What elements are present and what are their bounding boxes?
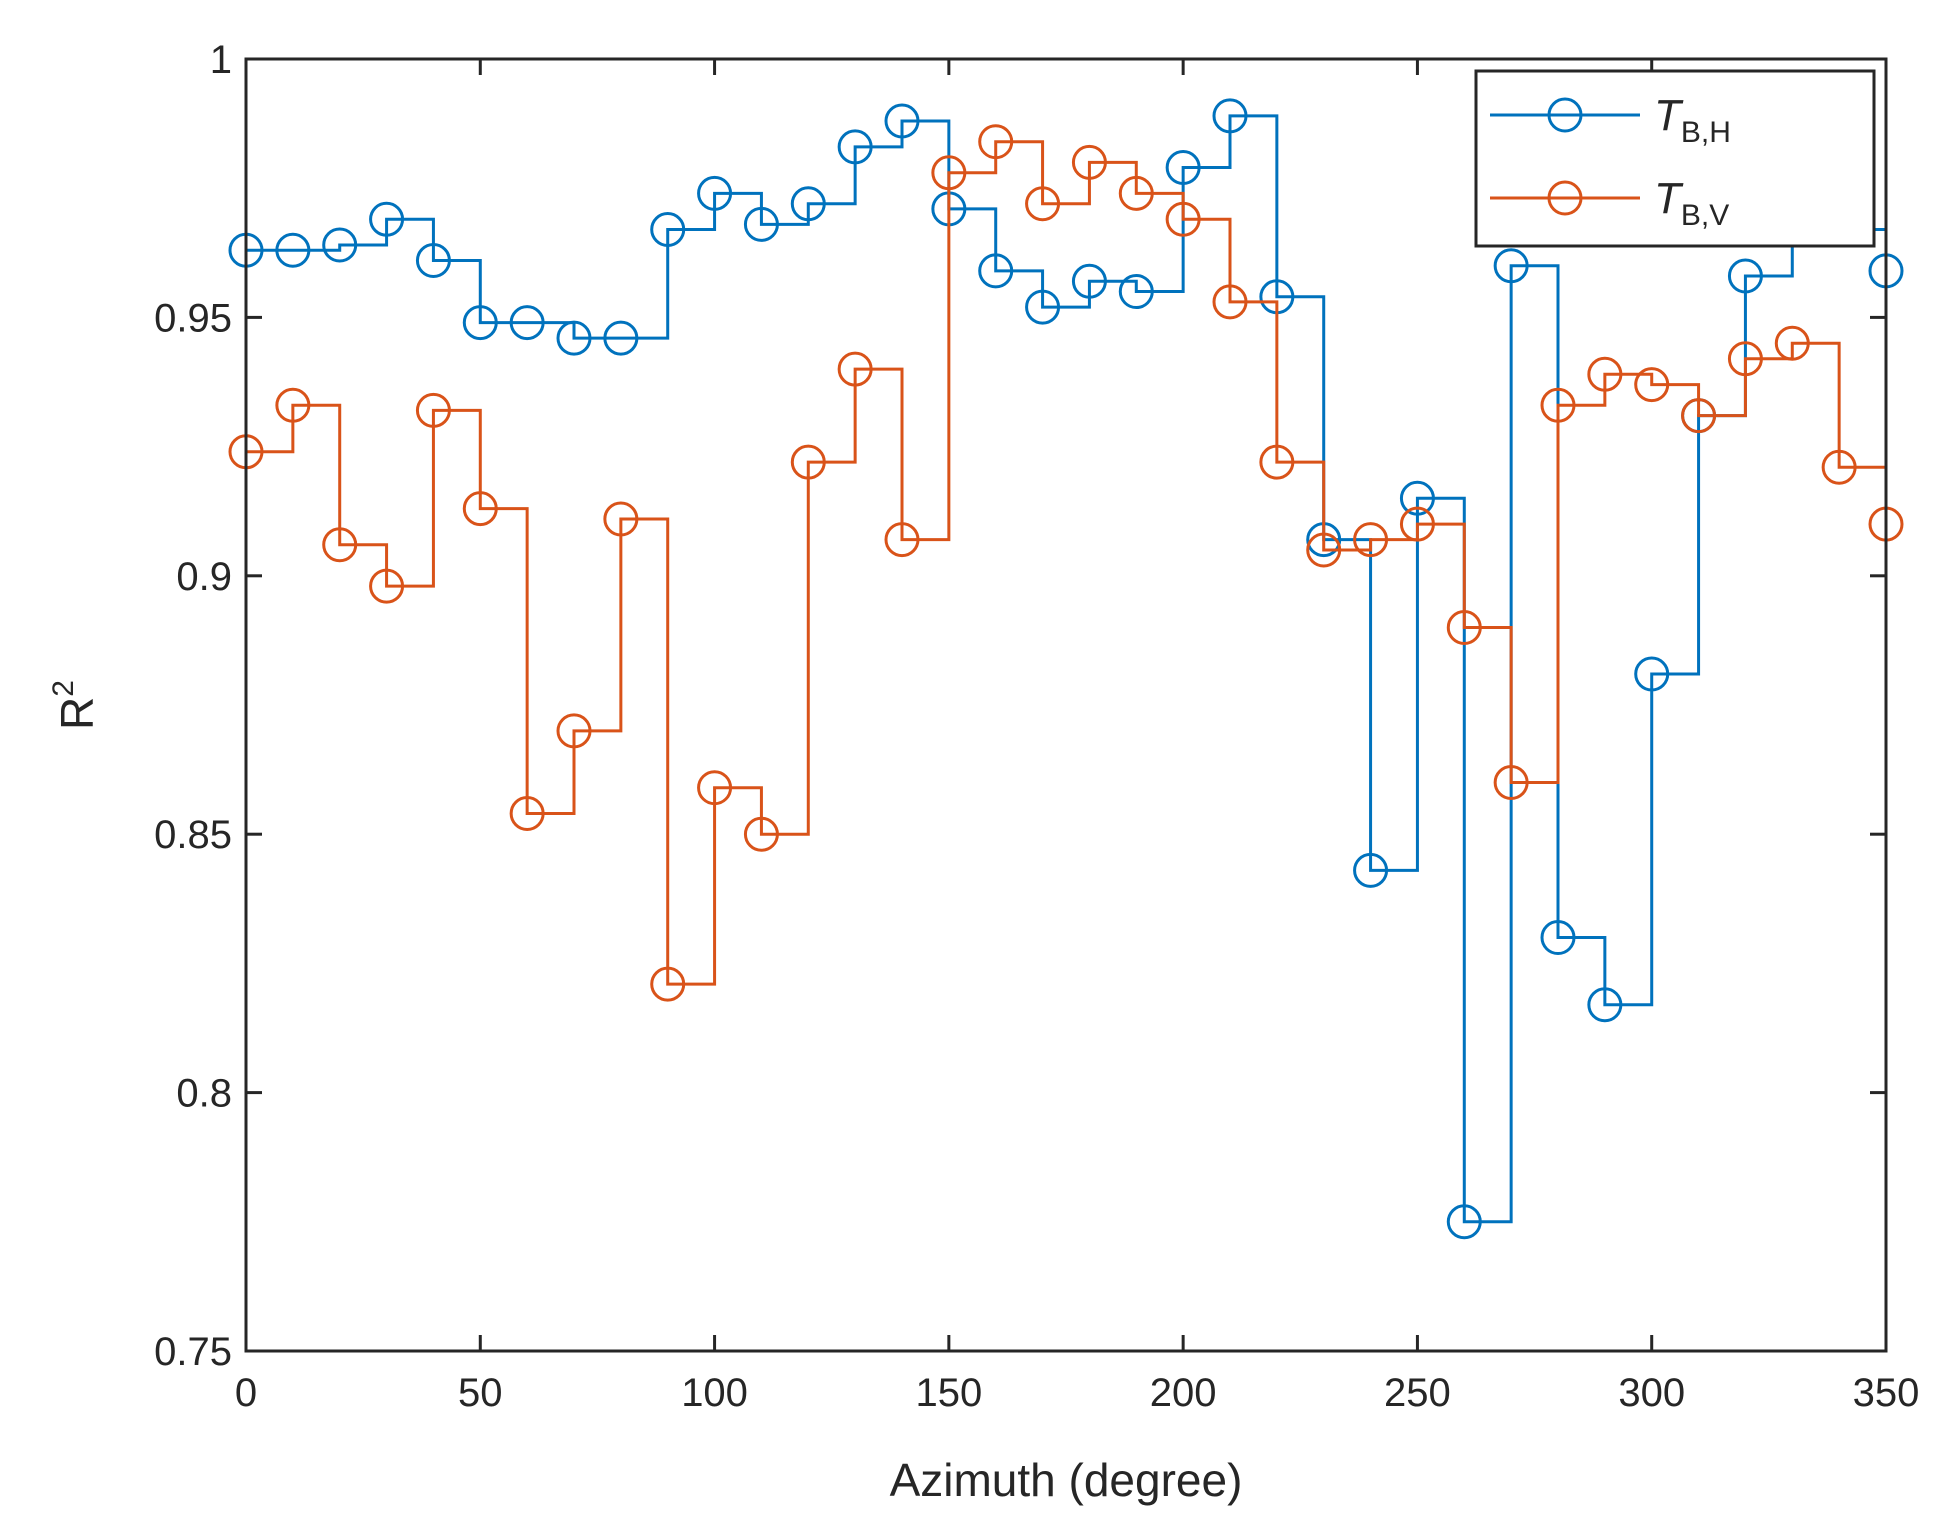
x-tick-label: 100	[681, 1371, 748, 1415]
data-point	[837, 129, 873, 165]
y-tick-label: 1	[210, 38, 232, 82]
data-point	[1540, 387, 1576, 423]
data-point	[1071, 144, 1107, 180]
data-point	[884, 522, 920, 558]
legend-label-tbv: TB,V	[1654, 174, 1729, 232]
y-axis-label-main: R	[51, 697, 103, 730]
series-layer	[228, 98, 1904, 1240]
data-point	[1165, 201, 1201, 237]
data-point	[1118, 274, 1154, 310]
legend-label-tbh: TB,H	[1654, 91, 1731, 149]
y-tick-label: 0.75	[154, 1330, 232, 1374]
data-point	[275, 387, 311, 423]
data-point	[322, 227, 358, 263]
data-point	[509, 305, 545, 341]
x-axis: 0 50 100 150 200 250 300 350	[235, 59, 1920, 1415]
data-point	[1353, 522, 1389, 558]
data-point	[462, 491, 498, 527]
legend-label-tbv-sub: B,V	[1681, 199, 1729, 232]
data-point	[1587, 987, 1623, 1023]
x-tick-label: 300	[1618, 1371, 1685, 1415]
data-point	[369, 201, 405, 237]
data-point	[1025, 186, 1061, 222]
data-point	[978, 253, 1014, 289]
data-point	[603, 501, 639, 537]
data-point	[556, 320, 592, 356]
data-point	[1165, 150, 1201, 186]
plot-area-frame	[244, 57, 1888, 1353]
data-point	[415, 392, 451, 428]
y-axis: 0.75 0.8 0.85 0.9 0.95 1	[154, 38, 1886, 1374]
series-line	[246, 114, 1888, 1224]
data-point	[1025, 289, 1061, 325]
data-point	[1212, 98, 1248, 134]
x-tick-label: 200	[1150, 1371, 1217, 1415]
data-point	[650, 966, 686, 1002]
y-tick-label: 0.85	[154, 813, 232, 857]
data-point	[1306, 532, 1342, 568]
data-point	[1446, 609, 1482, 645]
legend-label-tbh-main: T	[1654, 91, 1684, 140]
data-point	[931, 155, 967, 191]
data-point	[837, 351, 873, 387]
data-point	[884, 103, 920, 139]
legend-box	[1474, 69, 1876, 248]
y-axis-label-sup: 2	[47, 680, 80, 697]
data-point	[462, 305, 498, 341]
data-point	[1399, 506, 1435, 542]
data-point	[1727, 341, 1763, 377]
data-point	[697, 175, 733, 211]
x-tick-label: 50	[458, 1371, 503, 1415]
x-tick-label: 250	[1384, 1371, 1451, 1415]
legend-marker-tbh	[1547, 97, 1583, 133]
data-point	[1634, 656, 1670, 692]
data-point	[1774, 325, 1810, 361]
data-point	[369, 568, 405, 604]
data-point	[1212, 284, 1248, 320]
data-point	[556, 713, 592, 749]
x-tick-label: 150	[915, 1371, 982, 1415]
data-point	[1259, 444, 1295, 480]
legend-label-tbh-sub: B,H	[1681, 116, 1731, 149]
data-point	[275, 232, 311, 268]
x-axis-label: Azimuth (degree)	[890, 1454, 1243, 1506]
data-point	[1634, 367, 1670, 403]
data-point	[978, 124, 1014, 160]
series-tbv	[228, 124, 1904, 1002]
data-point	[1821, 449, 1857, 485]
y-tick-label: 0.95	[154, 296, 232, 340]
y-tick-label: 0.9	[176, 555, 232, 599]
y-tick-label: 0.8	[176, 1072, 232, 1116]
legend-label-tbv-main: T	[1654, 174, 1684, 223]
legend: TB,H TB,V	[1474, 69, 1876, 248]
data-point	[603, 320, 639, 356]
data-point	[1446, 1204, 1482, 1240]
data-point	[743, 816, 779, 852]
x-tick-label: 0	[235, 1371, 257, 1415]
data-point	[650, 212, 686, 248]
data-point	[1493, 765, 1529, 801]
data-point	[790, 444, 826, 480]
y-axis-label: R2	[47, 680, 103, 730]
data-point	[790, 186, 826, 222]
data-point	[322, 527, 358, 563]
data-point	[743, 206, 779, 242]
data-point	[1681, 398, 1717, 434]
data-point	[1727, 258, 1763, 294]
data-point	[1587, 356, 1623, 392]
x-tick-label: 350	[1853, 1371, 1920, 1415]
data-point	[509, 796, 545, 832]
data-point	[415, 243, 451, 279]
legend-marker-tbv	[1547, 180, 1583, 216]
data-point	[1540, 920, 1576, 956]
data-point	[1071, 263, 1107, 299]
data-point	[1353, 852, 1389, 888]
data-point	[1118, 175, 1154, 211]
data-point	[697, 770, 733, 806]
data-point	[1399, 480, 1435, 516]
data-point	[1493, 248, 1529, 284]
